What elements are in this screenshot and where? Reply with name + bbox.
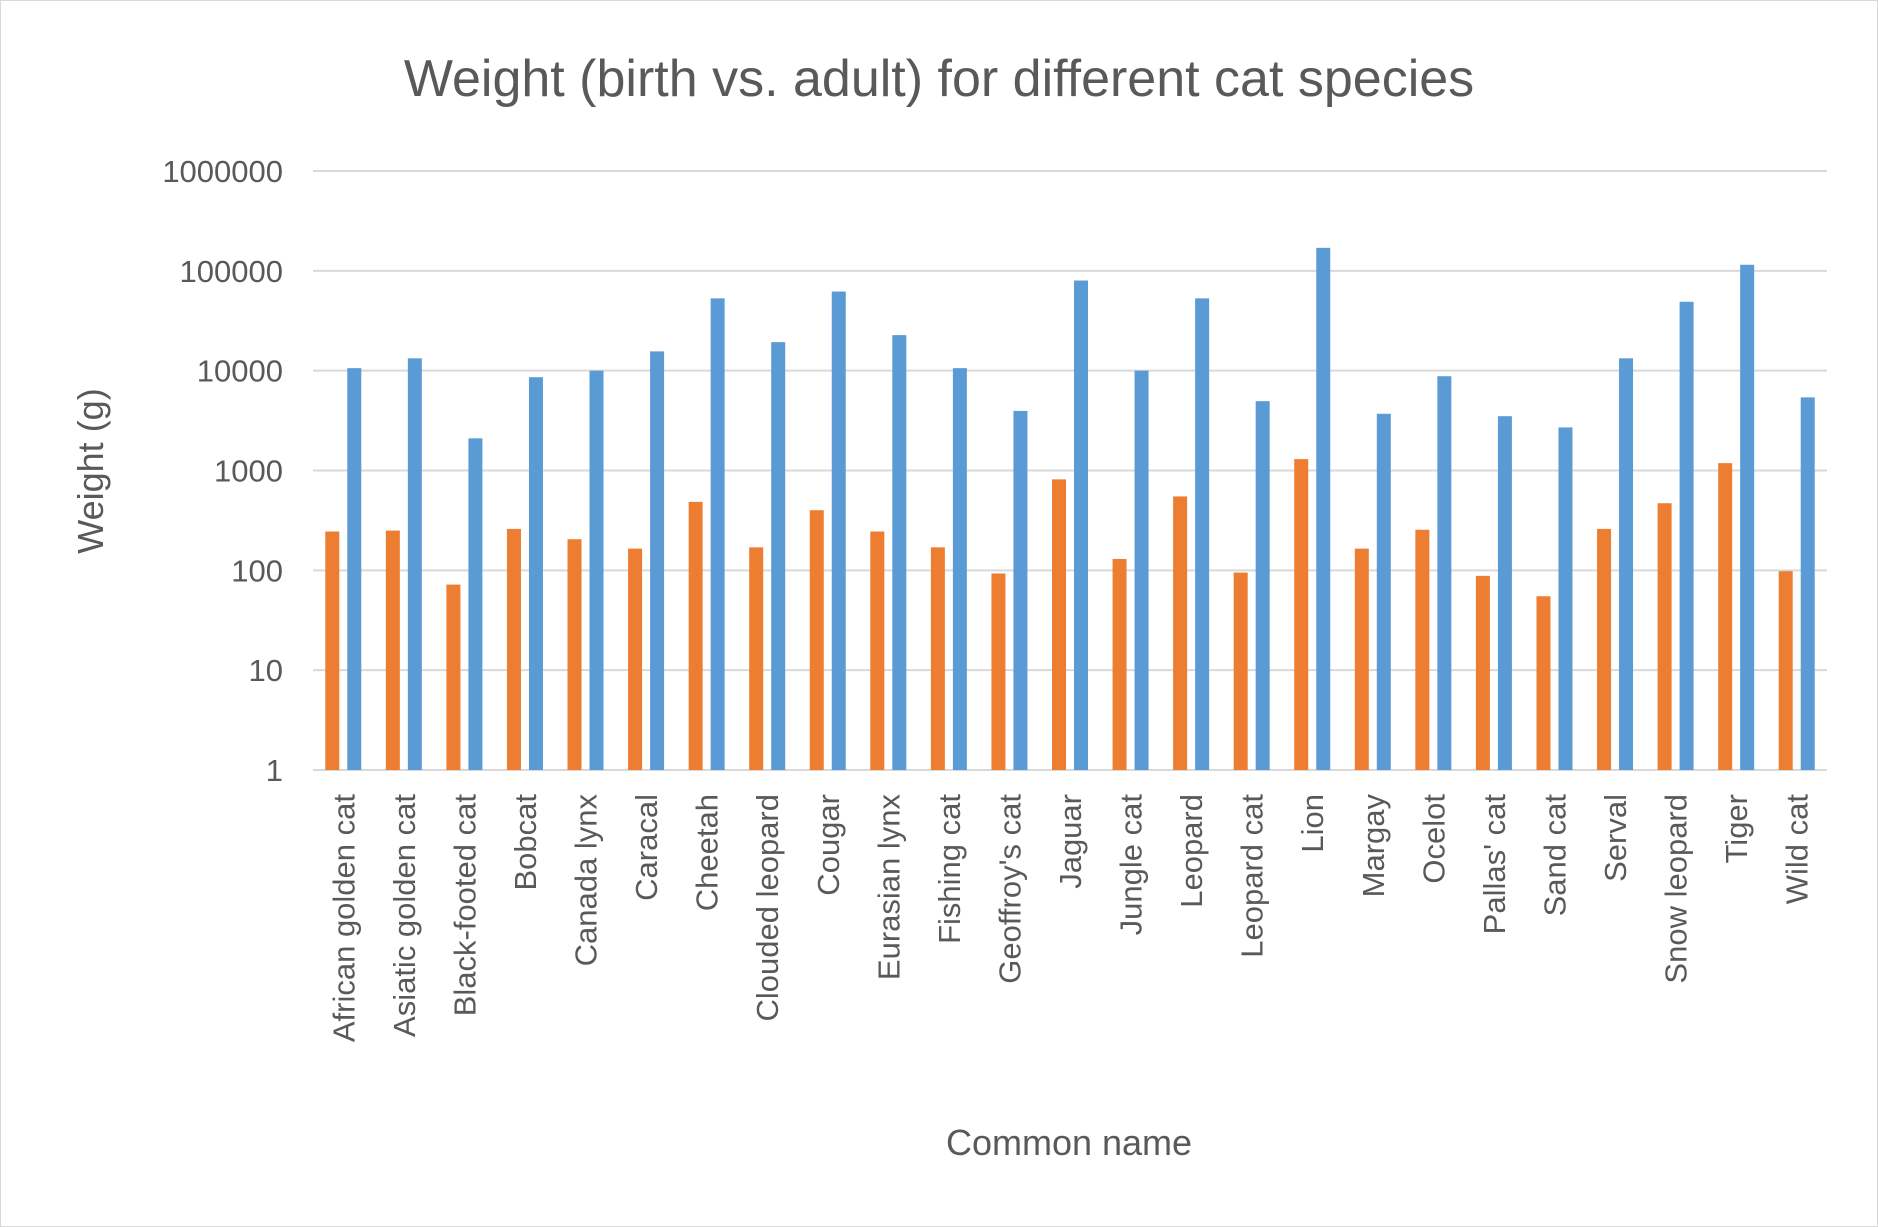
x-tick-label: Caracal [629, 794, 664, 901]
x-tick-label: Leopard [1174, 794, 1209, 908]
bar-adult-weight [771, 342, 786, 770]
x-tick-label: Wild cat [1780, 794, 1815, 905]
bar-adult-weight [892, 335, 907, 770]
x-tick-label: Geoffroy's cat [992, 794, 1027, 984]
x-tick-label: Sand cat [1537, 794, 1572, 917]
bar-adult-weight [1740, 264, 1755, 770]
bar-birth-weight [1657, 503, 1672, 770]
x-tick-label: Fishing cat [932, 794, 967, 944]
bar-birth-weight [870, 531, 885, 770]
bar-adult-weight [1679, 301, 1694, 770]
bar-adult-weight [1437, 376, 1452, 770]
bar-birth-weight [809, 510, 824, 770]
y-tick-label: 1000000 [162, 154, 283, 189]
chart-title: Weight (birth vs. adult) for different c… [404, 50, 1474, 108]
bar-adult-weight [1558, 427, 1573, 770]
bar-adult-weight [1376, 413, 1391, 770]
x-tick-label: Jaguar [1053, 794, 1088, 889]
y-tick-label: 10 [249, 653, 283, 688]
y-tick-label: 100 [231, 553, 283, 588]
bar-adult-weight [1255, 401, 1270, 770]
bar-adult-weight [1800, 397, 1815, 770]
bar-adult-weight [831, 291, 846, 770]
bar-birth-weight [1718, 463, 1733, 770]
bar-adult-weight [1134, 370, 1149, 770]
x-tick-label: Eurasian lynx [871, 794, 906, 981]
bar-adult-weight [710, 298, 725, 770]
x-tick-label: Canada lynx [569, 794, 604, 967]
y-tick-label: 1000 [214, 454, 283, 489]
bar-birth-weight [325, 531, 340, 770]
x-tick-label: Black-footed cat [447, 794, 482, 1017]
bar-birth-weight [628, 548, 643, 770]
bar-adult-weight [1497, 416, 1512, 770]
y-tick-labels: 1 10 100 1000 10000 100000 1000000 [162, 154, 283, 788]
x-tick-label: Margay [1356, 794, 1391, 898]
x-tick-label: Leopard cat [1235, 794, 1270, 958]
bar-birth-weight [385, 530, 400, 770]
x-tick-labels: African golden cat Asiatic golden cat Blac… [326, 794, 1814, 1043]
y-tick-label: 100000 [180, 254, 283, 289]
bar-birth-weight [446, 584, 461, 770]
bar-birth-weight [1475, 575, 1490, 770]
bar-adult-weight [1074, 280, 1088, 770]
bar-adult-weight [347, 368, 362, 770]
x-tick-label: Jungle cat [1114, 794, 1149, 936]
bar-adult-weight [407, 358, 422, 770]
bar-adult-weight [1316, 247, 1331, 770]
bar-birth-weight [1597, 528, 1612, 770]
bar-adult-weight [952, 368, 967, 770]
bar-adult-weight [528, 377, 543, 770]
x-tick-label: Snow leopard [1659, 794, 1694, 984]
x-tick-label: African golden cat [326, 794, 361, 1043]
bar-birth-weight [1173, 496, 1188, 770]
bar-birth-weight [1112, 558, 1127, 770]
bar-birth-weight [506, 528, 521, 770]
bar-adult-weight [1195, 298, 1210, 770]
bar-adult-weight [468, 438, 483, 770]
x-tick-label: Lion [1295, 794, 1330, 853]
bar-birth-weight [1415, 529, 1430, 770]
x-tick-label: Tiger [1719, 794, 1754, 863]
x-axis-title: Common name [946, 1122, 1192, 1163]
y-tick-label: 1 [266, 753, 283, 788]
bar-birth-weight [1052, 479, 1066, 770]
x-tick-label: Serval [1598, 794, 1633, 882]
x-tick-label: Asiatic golden cat [387, 794, 422, 1037]
bar-birth-weight [1354, 548, 1369, 770]
x-tick-label: Pallas' cat [1477, 794, 1512, 935]
bar-birth-weight [688, 501, 703, 770]
y-axis-title: Weight (g) [70, 388, 111, 553]
bar-birth-weight [1294, 459, 1309, 770]
bars [325, 247, 1815, 770]
x-tick-label: Clouded leopard [750, 794, 785, 1022]
bar-adult-weight [1013, 410, 1028, 770]
bar-birth-weight [749, 547, 764, 770]
bar-birth-weight [991, 573, 1006, 770]
bar-adult-weight [1619, 358, 1634, 770]
x-tick-label: Bobcat [508, 794, 543, 891]
x-tick-label: Cheetah [690, 794, 725, 911]
gridlines [313, 170, 1827, 771]
bar-birth-weight [1778, 571, 1793, 770]
bar-birth-weight [1233, 572, 1248, 770]
y-tick-label: 10000 [197, 354, 283, 389]
bar-adult-weight [650, 351, 665, 770]
x-tick-label: Ocelot [1416, 794, 1451, 884]
bar-adult-weight [589, 370, 604, 770]
bar-birth-weight [930, 547, 945, 770]
x-tick-label: Cougar [811, 794, 846, 896]
bar-birth-weight [567, 539, 582, 770]
bar-birth-weight [1536, 596, 1551, 770]
